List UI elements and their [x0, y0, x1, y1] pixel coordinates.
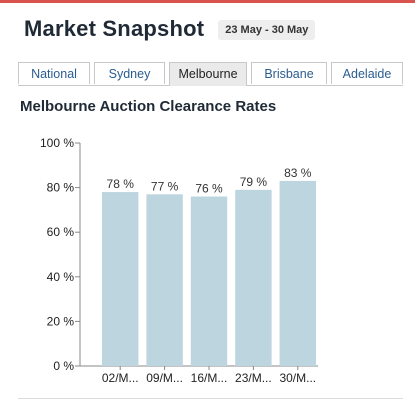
bar — [146, 194, 183, 366]
date-range-badge: 23 May - 30 May — [218, 20, 316, 40]
city-tabs: National Sydney Melbourne Brisbane Adela… — [18, 62, 403, 86]
y-tick-label: 100 % — [40, 136, 74, 150]
x-tick-label: 09/M... — [146, 371, 183, 385]
x-tick-label: 30/M... — [279, 371, 316, 385]
bar-value-label: 77 % — [151, 179, 179, 193]
bar-value-label: 83 % — [284, 166, 312, 180]
x-tick-label: 23/M... — [235, 371, 272, 385]
bar — [102, 192, 139, 366]
chart-title: Melbourne Auction Clearance Rates — [20, 98, 277, 115]
y-tick-label: 20 % — [47, 314, 75, 328]
page-title: Market Snapshot — [24, 16, 205, 41]
tab-melbourne[interactable]: Melbourne — [169, 62, 247, 86]
bar — [190, 196, 228, 366]
bar-value-label: 79 % — [240, 175, 268, 189]
y-tick-label: 80 % — [47, 181, 75, 195]
bar-value-label: 78 % — [107, 177, 135, 191]
y-tick-label: 0 % — [53, 359, 74, 373]
tab-adelaide[interactable]: Adelaide — [331, 62, 403, 84]
header: Market Snapshot 23 May - 30 May — [24, 16, 316, 42]
x-tick-label: 16/M... — [191, 371, 228, 385]
bar-value-label: 76 % — [195, 182, 223, 196]
top-rule — [0, 0, 415, 3]
bar — [279, 180, 316, 366]
tab-sydney[interactable]: Sydney — [94, 62, 165, 84]
tab-national[interactable]: National — [18, 62, 90, 84]
bottom-rule — [18, 398, 403, 399]
tab-brisbane[interactable]: Brisbane — [251, 62, 327, 84]
bar — [235, 189, 272, 366]
y-tick-label: 40 % — [47, 270, 75, 284]
clearance-rate-chart: 0 % 20 % 40 % 60 % 80 % 100 % 78 % 02/M... 77 % 0… — [40, 136, 318, 385]
y-tick-label: 60 % — [47, 225, 75, 239]
x-tick-label: 02/M... — [102, 371, 139, 385]
